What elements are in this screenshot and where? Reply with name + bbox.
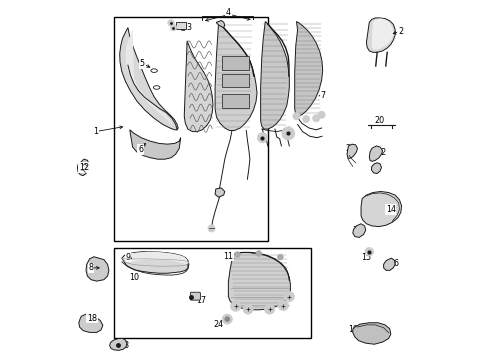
Circle shape [230,301,240,311]
Text: 21: 21 [345,144,355,153]
Polygon shape [122,252,188,273]
Polygon shape [109,338,126,350]
Circle shape [264,304,274,314]
Circle shape [278,301,287,311]
Bar [222,94,249,108]
Polygon shape [125,30,172,126]
Polygon shape [216,21,224,28]
Circle shape [243,304,253,314]
Polygon shape [86,257,109,281]
Polygon shape [129,130,180,159]
Polygon shape [228,252,290,310]
Bar [113,248,310,338]
Circle shape [234,252,240,257]
Polygon shape [215,188,224,197]
Text: 23: 23 [119,341,129,350]
Circle shape [281,127,294,140]
Polygon shape [352,224,365,237]
Text: 14: 14 [385,205,395,214]
Text: 5: 5 [140,59,144,68]
Polygon shape [215,22,257,131]
Text: 6: 6 [138,145,142,154]
Text: 2: 2 [397,27,402,36]
Bar [222,74,249,87]
Bar [113,17,267,241]
Circle shape [170,24,176,31]
Polygon shape [122,252,187,264]
Polygon shape [360,192,401,226]
Polygon shape [346,144,357,158]
Circle shape [222,314,232,324]
Polygon shape [366,18,394,52]
Text: 17: 17 [195,296,205,305]
Circle shape [257,133,267,143]
Circle shape [255,251,261,256]
Text: 1: 1 [93,127,98,136]
Circle shape [284,292,294,302]
Text: 9: 9 [125,253,130,262]
Polygon shape [383,258,394,270]
Circle shape [312,115,319,122]
FancyBboxPatch shape [190,292,200,300]
Polygon shape [260,22,289,129]
Text: 8: 8 [88,264,93,273]
Circle shape [224,317,229,321]
Text: 16: 16 [388,259,399,268]
Text: 20: 20 [373,116,383,125]
Text: 3: 3 [186,23,191,32]
Polygon shape [371,19,392,49]
Circle shape [277,254,283,260]
Circle shape [317,111,325,118]
Text: 13: 13 [352,226,362,235]
Text: 19: 19 [347,325,357,334]
Circle shape [167,20,174,26]
Text: 11: 11 [223,252,233,261]
Polygon shape [294,22,322,116]
Circle shape [302,116,309,123]
Polygon shape [371,163,381,174]
Circle shape [364,247,373,256]
Bar [222,56,249,69]
Text: 18: 18 [87,314,97,323]
Text: 10: 10 [129,273,139,282]
Polygon shape [77,159,89,176]
Polygon shape [368,146,382,161]
Text: 7: 7 [320,91,325,100]
Circle shape [207,225,215,232]
Polygon shape [79,314,102,332]
Text: 22: 22 [376,148,386,157]
Text: 24: 24 [213,320,224,329]
Polygon shape [120,28,178,130]
Text: 15: 15 [361,253,371,262]
Text: 12: 12 [79,163,89,172]
Text: 4: 4 [225,8,230,17]
Circle shape [292,113,300,120]
Polygon shape [352,323,390,344]
Bar [175,22,185,30]
Polygon shape [184,41,212,132]
